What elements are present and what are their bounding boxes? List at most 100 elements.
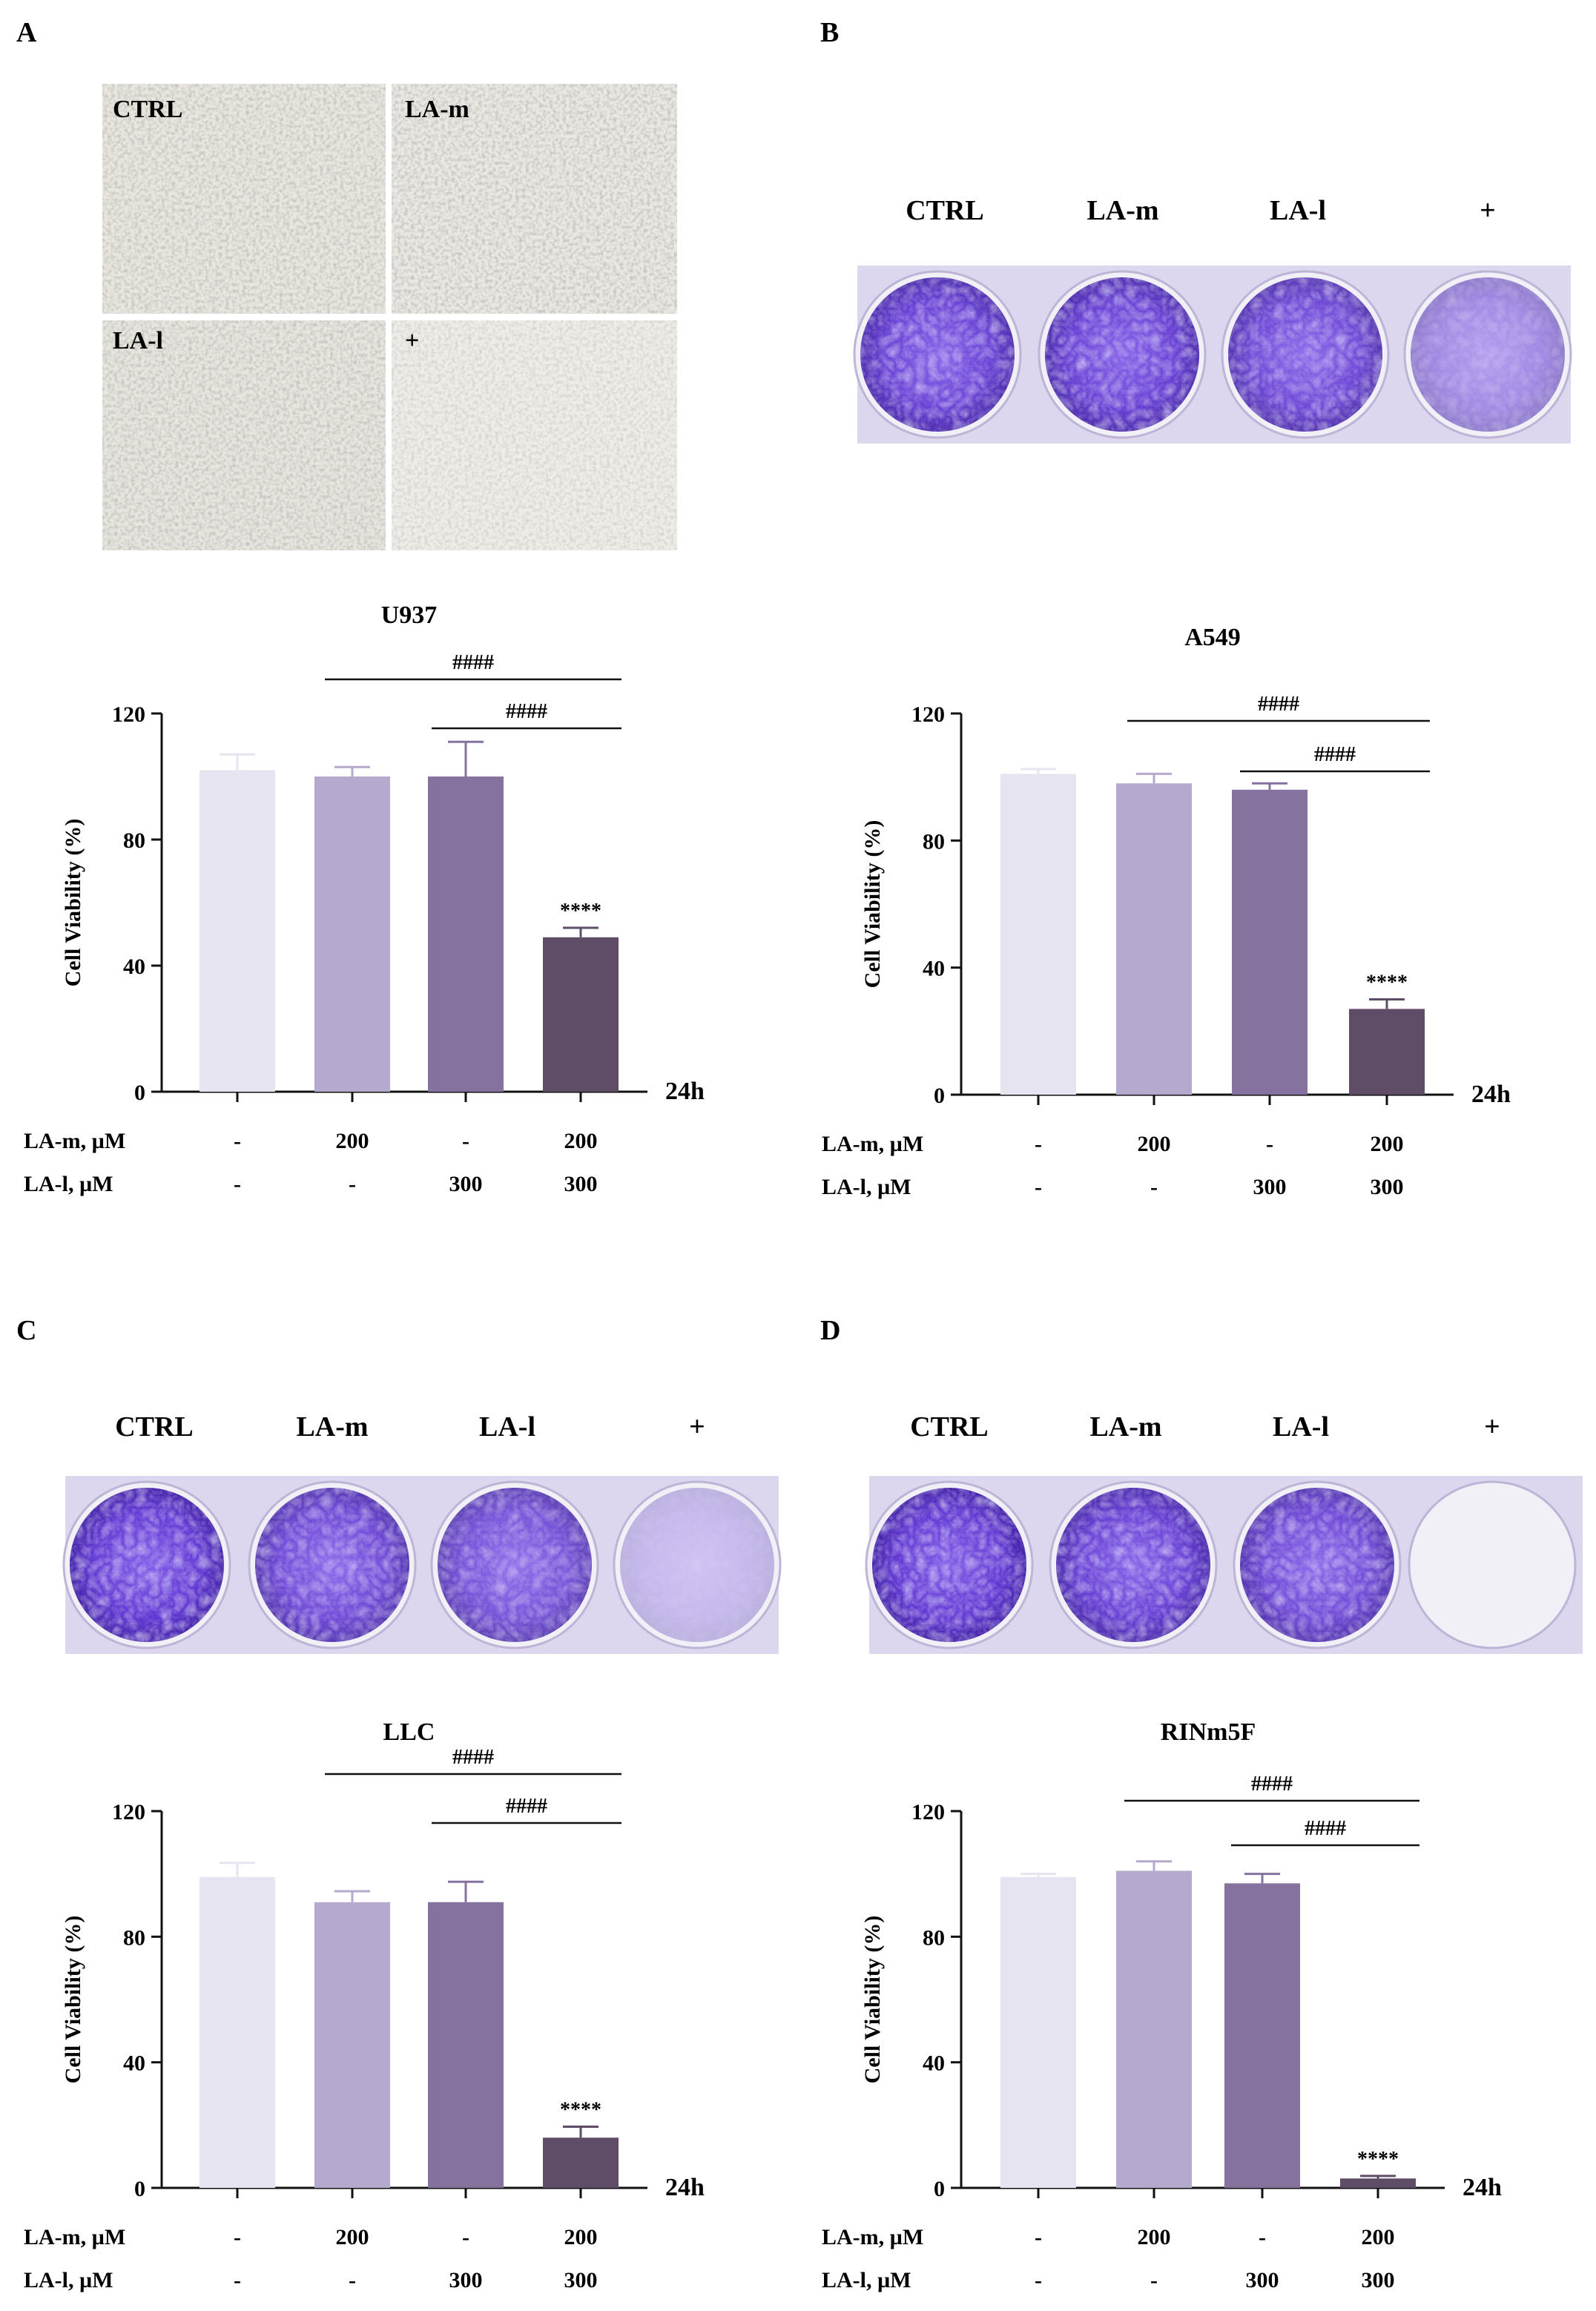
well-texture-c-2 [438, 1488, 592, 1642]
well-label-c-1: LA-m [296, 1411, 368, 1443]
table-cell: - [234, 2268, 241, 2292]
bar-1 [314, 777, 390, 1092]
well-texture-c-1 [255, 1488, 409, 1642]
table-cell: - [349, 1172, 356, 1196]
bar-1 [1116, 1870, 1192, 2188]
well-texture-d-1 [1056, 1488, 1210, 1642]
comparison-hash-long: #### [452, 651, 494, 674]
well-plate-c: CTRL LA-m LA-l + [62, 1411, 782, 1654]
y-tick-label: 0 [934, 2177, 945, 2201]
significance-stars: **** [1366, 972, 1408, 995]
micrograph-label-positive: + [405, 327, 419, 355]
y-tick-label: 80 [123, 1925, 145, 1950]
significance-stars: **** [1357, 2148, 1399, 2171]
y-tick-label: 0 [134, 2177, 145, 2201]
table-row-label: LA-l, µM [822, 2268, 911, 2292]
bar-0 [200, 1876, 275, 2188]
well-label-d-0: CTRL [910, 1411, 989, 1443]
micrograph-la-m: LA-m [392, 84, 677, 314]
bar-3 [1349, 1009, 1425, 1095]
y-tick-label: 120 [112, 1800, 145, 1824]
comparison-hash-short: #### [506, 1795, 547, 1818]
table-cell: - [234, 1129, 241, 1153]
panel-label-c: C [16, 1315, 36, 1346]
table-cell: 200 [1362, 2225, 1395, 2249]
well-texture-c-3 [620, 1488, 774, 1642]
table-row-label: LA-m, µM [24, 2225, 125, 2249]
well-label-d-3: + [1484, 1411, 1500, 1443]
bar-2 [428, 1902, 504, 2188]
table-cell: 300 [1362, 2268, 1395, 2292]
bar-2 [1232, 789, 1308, 1095]
table-cell: 200 [564, 1129, 598, 1153]
comparison-hash-short: #### [1314, 743, 1356, 766]
table-cell: 300 [1246, 2268, 1279, 2292]
time-label: 24h [1471, 1081, 1511, 1108]
micrograph-label-la-l: LA-l [113, 327, 163, 355]
bar-3 [543, 2137, 619, 2188]
bar-1 [1116, 783, 1192, 1095]
table-cell: 200 [1371, 1132, 1404, 1156]
y-tick-label: 80 [123, 828, 145, 853]
comparison-hash-long: #### [452, 1746, 494, 1769]
micrograph-label-ctrl: CTRL [113, 96, 182, 123]
y-tick-label: 0 [934, 1084, 945, 1108]
bar-2 [1224, 1883, 1300, 2188]
well-label-c-3: + [689, 1411, 705, 1443]
y-tick-label: 120 [911, 1800, 945, 1824]
y-axis-label: Cell Viability (%) [61, 819, 85, 987]
well-texture-c-0 [70, 1488, 224, 1642]
comparison-hash-short: #### [506, 700, 547, 723]
micrograph-grid: CTRL LA-m LA-l + [102, 84, 677, 550]
time-label: 24h [1463, 2174, 1502, 2201]
bar-chart-rinm5f: RINm5F 0 40 80 120 Cell Viability (%) 24h **** #… [822, 1718, 1502, 2292]
well-label-b-3: + [1480, 195, 1496, 226]
well-label-c-0: CTRL [115, 1411, 194, 1443]
y-tick-label: 0 [134, 1081, 145, 1105]
y-tick-label: 80 [923, 829, 945, 854]
table-cell: 300 [564, 2268, 598, 2292]
chart-title: LLC [383, 1718, 435, 1746]
well-label-b-2: LA-l [1270, 195, 1326, 226]
chart-title: U937 [381, 601, 438, 629]
table-row-label: LA-l, µM [822, 1175, 911, 1199]
well-texture-b-0 [860, 277, 1015, 432]
well-texture-b-3 [1411, 277, 1565, 432]
well-label-d-1: LA-m [1089, 1411, 1161, 1443]
well-texture-b-1 [1045, 277, 1199, 432]
table-row-label: LA-l, µM [24, 1172, 113, 1196]
well-label-b-0: CTRL [906, 195, 984, 226]
table-cell: - [1035, 1175, 1042, 1199]
table-cell: - [462, 2225, 469, 2249]
well-texture-d-2 [1240, 1488, 1394, 1642]
time-label: 24h [665, 1078, 705, 1105]
table-row-label: LA-m, µM [822, 1132, 923, 1156]
significance-stars: **** [560, 2098, 601, 2121]
y-axis-label: Cell Viability (%) [61, 1916, 85, 2084]
table-row-label: LA-m, µM [822, 2225, 923, 2249]
table-cell: - [1266, 1132, 1273, 1156]
table-cell: 300 [564, 1172, 598, 1196]
table-cell: 300 [1371, 1175, 1404, 1199]
bar-3 [1340, 2178, 1416, 2188]
comparison-hash-long: #### [1251, 1773, 1293, 1796]
y-tick-label: 40 [923, 2051, 945, 2076]
bar-3 [543, 937, 619, 1092]
bar-chart-llc: LLC 0 40 80 120 Cell Viability (%) 24h **** ####… [24, 1718, 705, 2292]
y-tick-label: 40 [923, 957, 945, 981]
table-cell: - [349, 2268, 356, 2292]
time-label: 24h [665, 2174, 705, 2201]
y-tick-label: 80 [923, 1925, 945, 1950]
table-row-label: LA-l, µM [24, 2268, 113, 2292]
well-label-b-1: LA-m [1086, 195, 1158, 226]
y-tick-label: 120 [911, 702, 945, 727]
comparison-hash-long: #### [1258, 693, 1299, 716]
bar-0 [1000, 1876, 1076, 2188]
bar-1 [314, 1902, 390, 2188]
well-plate-b: CTRL LA-m LA-l + [853, 195, 1572, 444]
micrograph-la-l: LA-l [102, 320, 386, 550]
table-cell: 200 [564, 2225, 598, 2249]
panel-label-a: A [16, 17, 37, 48]
table-cell: - [1150, 2268, 1158, 2292]
